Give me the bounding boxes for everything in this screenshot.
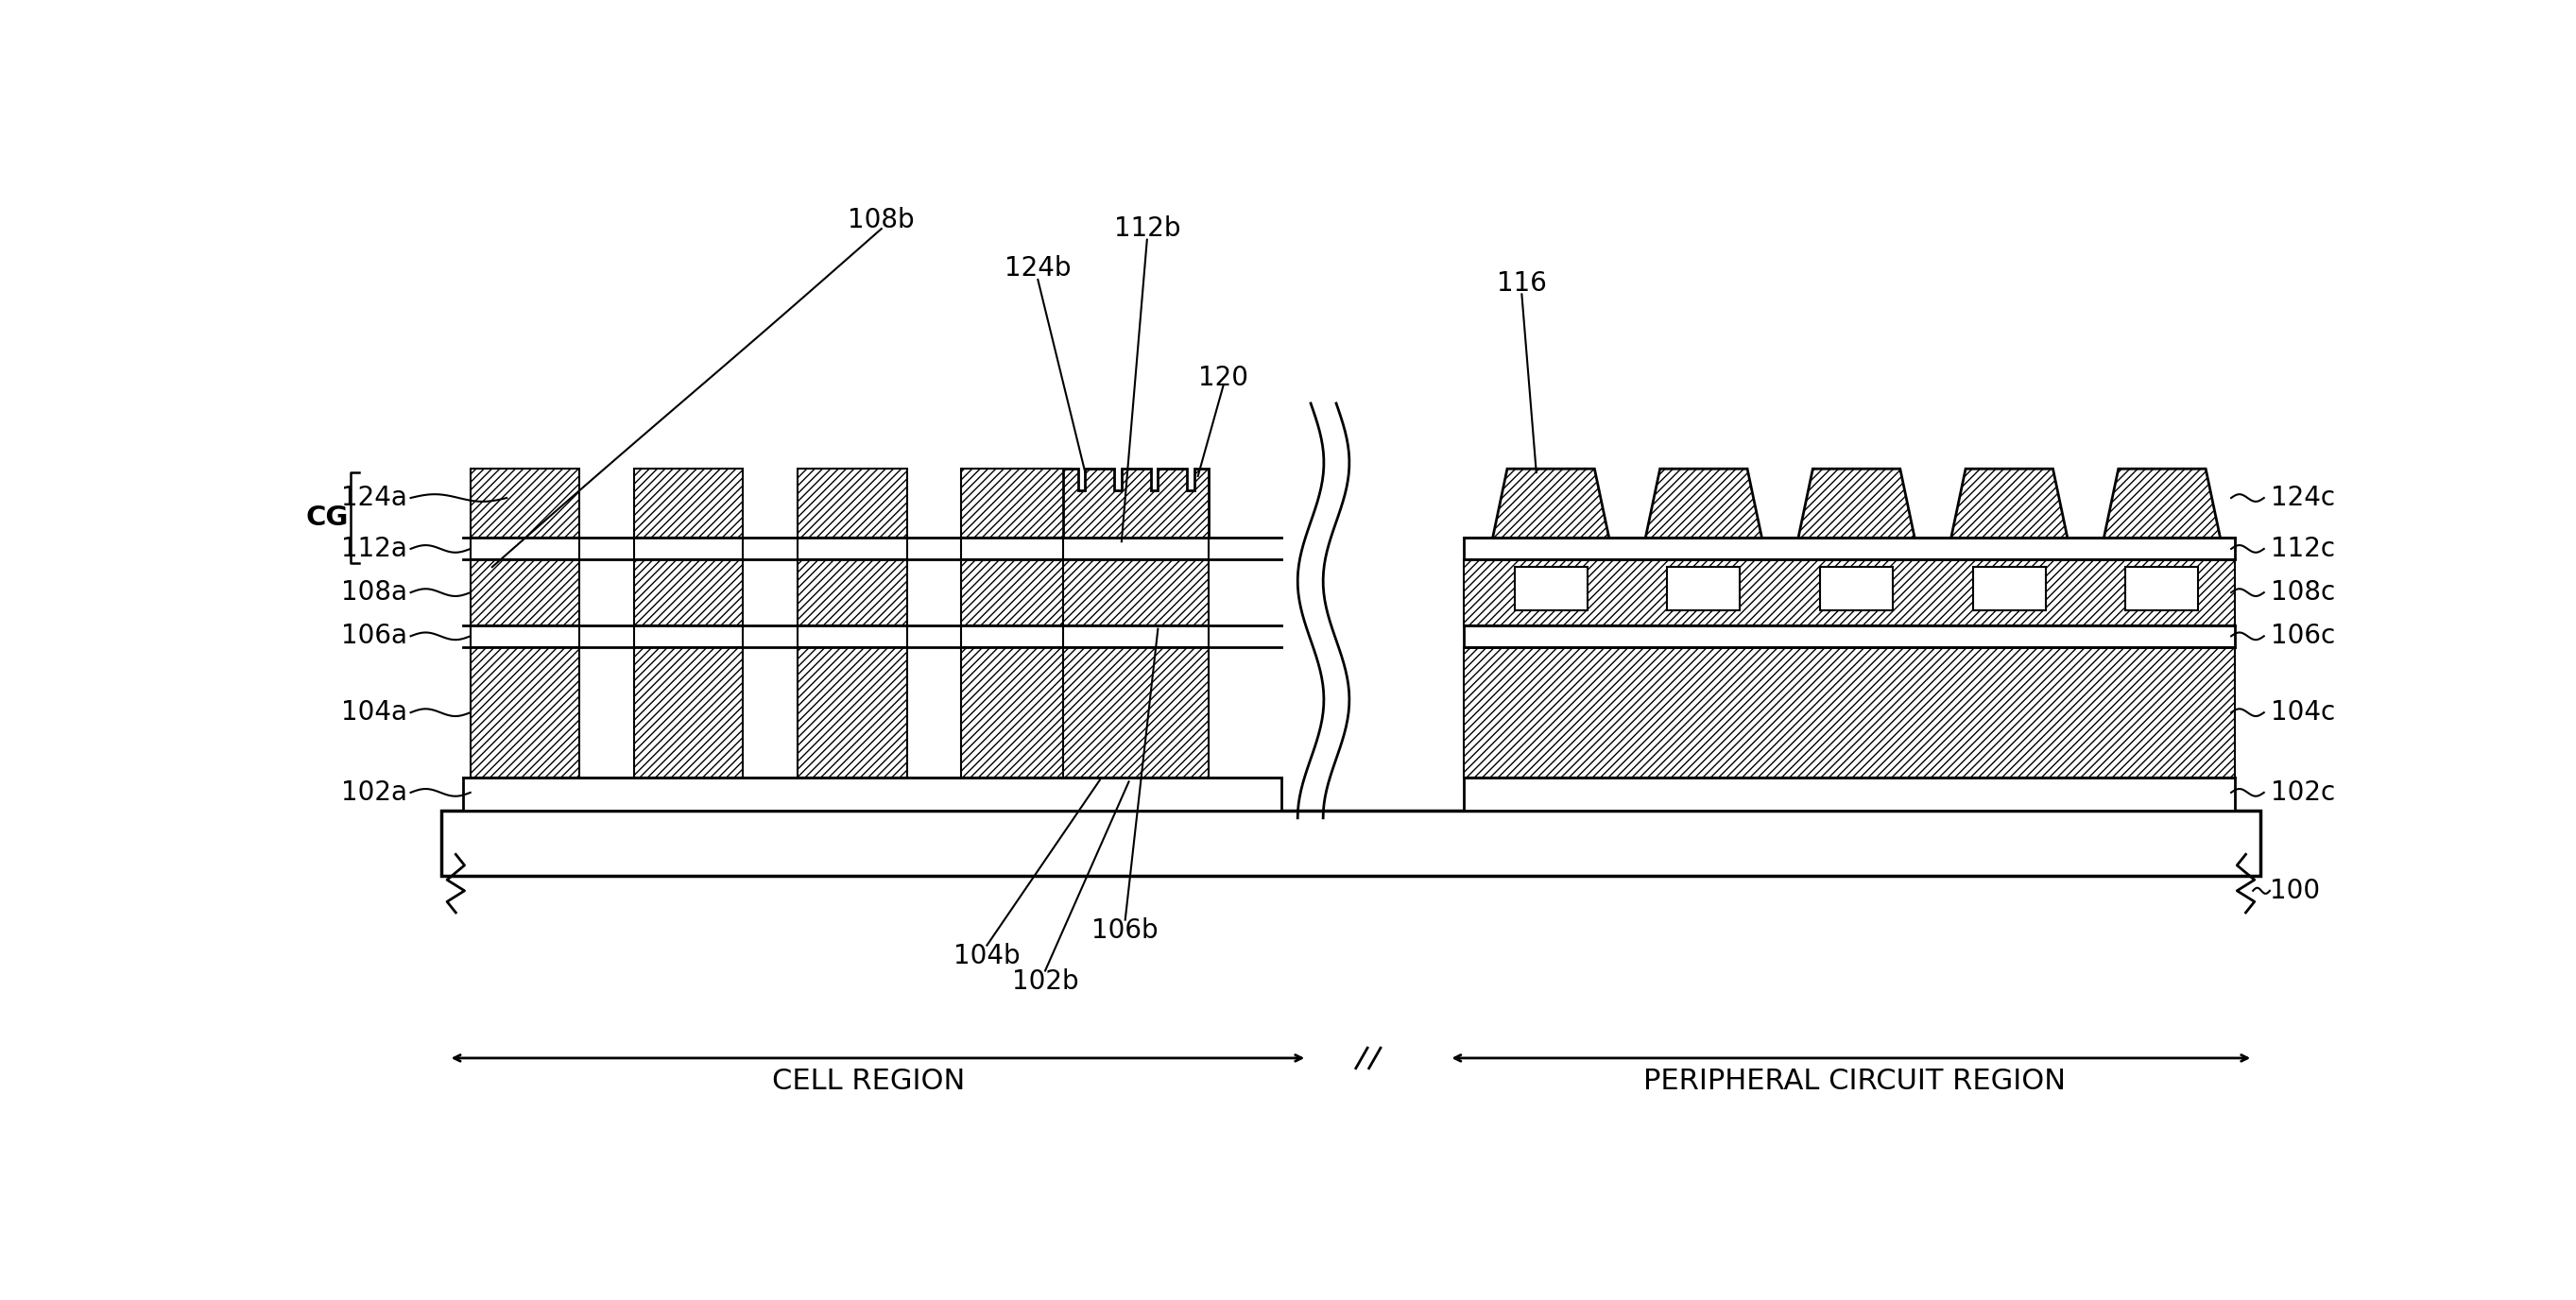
- Text: 104b: 104b: [953, 942, 1020, 970]
- Bar: [799, 625, 907, 647]
- Polygon shape: [1646, 469, 1762, 538]
- Text: 124b: 124b: [1005, 256, 1072, 282]
- Text: CELL REGION: CELL REGION: [773, 1067, 966, 1095]
- Text: PERIPHERAL CIRCUIT REGION: PERIPHERAL CIRCUIT REGION: [1643, 1067, 2066, 1095]
- Polygon shape: [1064, 469, 1208, 538]
- Bar: [464, 777, 1283, 811]
- Bar: [1463, 625, 2236, 647]
- Bar: [1973, 567, 2045, 611]
- Text: 124a: 124a: [340, 485, 407, 511]
- Text: 116: 116: [1497, 270, 1546, 296]
- Bar: [471, 469, 580, 538]
- Bar: [799, 560, 907, 625]
- Bar: [1463, 538, 2236, 560]
- Text: 102a: 102a: [340, 779, 407, 806]
- Bar: [1463, 777, 2236, 811]
- Bar: [471, 560, 580, 625]
- Text: 102b: 102b: [1012, 968, 1079, 994]
- Bar: [799, 538, 907, 560]
- Bar: [961, 538, 1072, 560]
- Bar: [1667, 567, 1739, 611]
- Bar: [961, 625, 1072, 647]
- Bar: [634, 647, 744, 777]
- Bar: [634, 625, 744, 647]
- Bar: [634, 538, 744, 560]
- Polygon shape: [1798, 469, 1914, 538]
- Bar: [471, 647, 580, 777]
- Bar: [1064, 647, 1208, 777]
- Bar: [1463, 560, 2236, 625]
- Polygon shape: [1950, 469, 2069, 538]
- Bar: [634, 560, 744, 625]
- Bar: [634, 469, 744, 538]
- Text: 106b: 106b: [1092, 918, 1159, 944]
- Bar: [799, 469, 907, 538]
- Text: 100: 100: [2269, 878, 2321, 904]
- Text: 108b: 108b: [848, 207, 914, 233]
- Text: 112c: 112c: [2272, 536, 2336, 562]
- Bar: [1064, 625, 1208, 647]
- Bar: [1064, 560, 1208, 625]
- Bar: [961, 469, 1072, 538]
- Text: 106c: 106c: [2272, 623, 2336, 650]
- Text: 112b: 112b: [1113, 216, 1180, 242]
- Text: 108a: 108a: [340, 580, 407, 606]
- Bar: [2125, 567, 2197, 611]
- Text: 120: 120: [1198, 365, 1249, 391]
- Text: 112a: 112a: [340, 536, 407, 562]
- Polygon shape: [2105, 469, 2221, 538]
- Polygon shape: [1492, 469, 1610, 538]
- Text: 124c: 124c: [2272, 485, 2336, 511]
- Text: 108c: 108c: [2272, 580, 2336, 606]
- Bar: [1064, 538, 1208, 560]
- Bar: [799, 647, 907, 777]
- Text: 104a: 104a: [340, 699, 407, 725]
- Bar: [1515, 567, 1587, 611]
- Text: 104c: 104c: [2272, 699, 2336, 725]
- Bar: [1821, 567, 1893, 611]
- Bar: [471, 538, 580, 560]
- Text: 102c: 102c: [2272, 779, 2336, 806]
- Bar: [471, 625, 580, 647]
- Text: CG: CG: [307, 504, 348, 532]
- Bar: [961, 647, 1072, 777]
- Text: 106a: 106a: [340, 623, 407, 650]
- Bar: [440, 811, 2259, 876]
- Bar: [961, 560, 1072, 625]
- Bar: [1463, 647, 2236, 777]
